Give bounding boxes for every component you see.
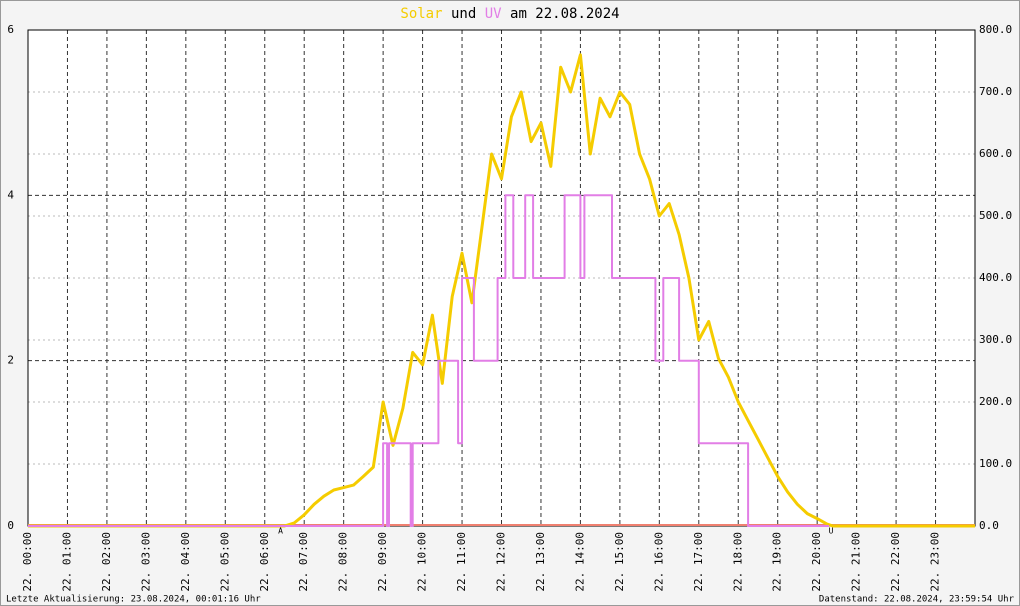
title-end: am 22.08.2024: [510, 6, 620, 22]
title-middle: und: [451, 6, 476, 22]
y-tick-label: 4: [7, 188, 14, 201]
x-tick-label: 22. 15:00: [613, 532, 626, 592]
y-tick-label: 6: [7, 23, 14, 36]
x-tick-label: 22. 17:00: [692, 532, 705, 592]
series-line: [28, 53, 975, 528]
x-tick-label: 22. 07:00: [297, 532, 310, 592]
x-tick-label: 22. 10:00: [416, 532, 429, 592]
y2-tick-label: 0.0: [979, 519, 999, 532]
title-solar: Solar: [400, 6, 442, 22]
y2-tick-label: 300.0: [979, 333, 1012, 346]
x-tick-label: 22. 04:00: [179, 532, 192, 592]
x-tick-label: 22. 01:00: [60, 532, 73, 592]
x-tick-label: 22. 12:00: [495, 532, 508, 592]
annotation: U: [829, 527, 834, 536]
y2-tick-label: 100.0: [979, 457, 1012, 470]
x-tick-label: 22. 21:00: [850, 532, 863, 592]
y2-tick-label: 600.0: [979, 147, 1012, 160]
y2-tick-label: 800.0: [979, 23, 1012, 36]
y2-tick-label: 200.0: [979, 395, 1012, 408]
x-tick-label: 22. 13:00: [534, 532, 547, 592]
chart-title: Solar und UV am 22.08.2024: [400, 6, 619, 22]
footer-right: Datenstand: 22.08.2024, 23:59:54 Uhr: [819, 595, 1015, 605]
series-line: [28, 194, 829, 527]
x-tick-label: 22. 20:00: [810, 532, 823, 592]
y2-tick-label: 700.0: [979, 85, 1012, 98]
y-tick-label: 2: [7, 354, 14, 367]
x-tick-label: 22. 03:00: [139, 532, 152, 592]
x-tick-label: 22. 11:00: [455, 532, 468, 592]
x-tick-label: 22. 06:00: [258, 532, 271, 592]
x-tick-label: 22. 22:00: [889, 532, 902, 592]
x-tick-label: 22. 00:00: [21, 532, 34, 592]
x-tick-label: 22. 02:00: [100, 532, 113, 592]
x-tick-label: 22. 18:00: [731, 532, 744, 592]
x-tick-label: 22. 16:00: [652, 532, 665, 592]
y2-tick-label: 500.0: [979, 209, 1012, 222]
x-tick-label: 22. 19:00: [771, 532, 784, 592]
y2-tick-label: 400.0: [979, 271, 1012, 284]
x-tick-label: 22. 14:00: [573, 532, 586, 592]
footer-left: Letzte Aktualisierung: 23.08.2024, 00:01…: [6, 595, 261, 605]
annotation: A: [278, 527, 283, 536]
x-tick-label: 22. 09:00: [376, 532, 389, 592]
y-tick-label: 0: [7, 519, 14, 532]
title-uv: UV: [485, 6, 502, 22]
x-tick-label: 22. 08:00: [337, 532, 350, 592]
x-tick-label: 22. 05:00: [218, 532, 231, 592]
x-tick-label: 22. 23:00: [929, 532, 942, 592]
